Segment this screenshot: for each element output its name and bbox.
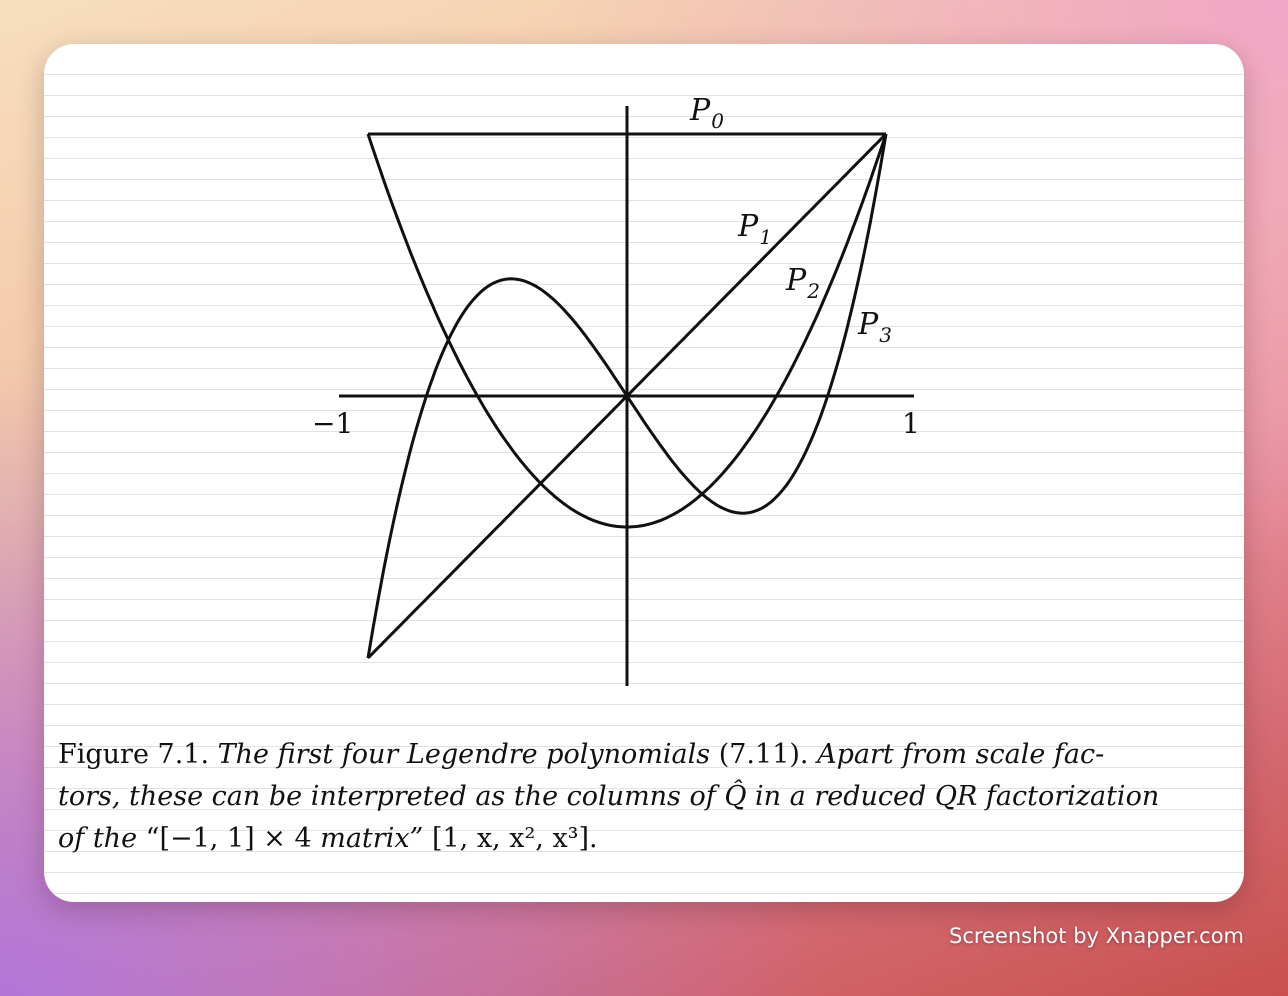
legendre-plot: P0 P1 P2 P3 −1 1	[312, 93, 920, 686]
label-p0: P0	[689, 93, 724, 133]
label-p2: P2	[785, 263, 820, 303]
curve-p3	[366, 133, 888, 659]
caption-text-1: Apart from scale fac-	[817, 739, 1105, 770]
tick-label-minus-one: −1	[312, 407, 353, 440]
figure-caption: Figure 7.1. The first four Legendre poly…	[58, 734, 1238, 860]
caption-quote: “[−1, 1] × 4	[145, 823, 312, 854]
xnapper-watermark: Screenshot by Xnapper.com	[948, 924, 1244, 948]
caption-figure-label: Figure 7.1.	[58, 739, 210, 770]
label-p1: P1	[737, 209, 772, 249]
caption-title: The first four Legendre polynomials	[217, 739, 711, 770]
ruled-paper	[44, 44, 1244, 902]
caption-equation-ref: (7.11).	[718, 739, 809, 770]
caption-matrix: [1, x, x², x³].	[431, 823, 598, 854]
screenshot-card: P0 P1 P2 P3 −1 1 Figure 7.1. The first f…	[44, 44, 1244, 902]
caption-line-3: of the “[−1, 1] × 4 matrix” [1, x, x², x…	[58, 818, 1238, 860]
caption-line-2: tors, these can be interpreted as the co…	[58, 781, 1160, 812]
caption-text-3a: of the	[58, 823, 138, 854]
label-p3: P3	[857, 307, 892, 347]
tick-label-one: 1	[902, 407, 920, 440]
curve-p2	[366, 133, 888, 529]
caption-line-1: Figure 7.1. The first four Legendre poly…	[58, 734, 1238, 776]
caption-text-3b: matrix”	[320, 823, 424, 854]
